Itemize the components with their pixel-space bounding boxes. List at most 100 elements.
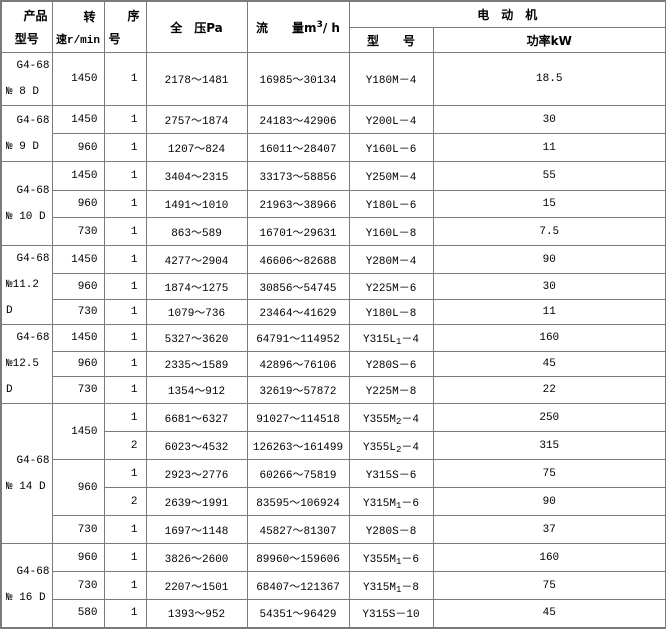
motor-model-main: Y225M xyxy=(365,386,399,398)
model-series: G4-68 xyxy=(16,566,50,579)
motor-model-cell: Y355M1－6 xyxy=(348,543,434,572)
product-model-cell: G4-68 №12.5 D xyxy=(0,324,53,404)
motor-model-cell: Y280M－4 xyxy=(348,244,434,275)
motor-model-tail: －6 xyxy=(398,200,417,212)
motor-model-main: Y200L xyxy=(365,115,399,128)
pressure-cell: 2757～1874 xyxy=(145,105,248,134)
pressure-cell: 863～589 xyxy=(145,217,248,246)
motor-model-tail: －6 xyxy=(401,553,420,566)
motor-model-tail: －4 xyxy=(398,115,417,128)
motor-model-main: Y315L xyxy=(362,334,396,346)
motor-model-main: Y180M xyxy=(365,75,399,87)
table-row: G4-68 № 9 D 1450 1 2757～1874 24183～42906 Y200L… xyxy=(0,105,666,162)
header-motor-power: 功率kW xyxy=(432,27,666,53)
model-number: № 16 D xyxy=(6,592,46,605)
motor-model-cell: Y200L－4 xyxy=(348,105,434,134)
motor-model-cell: Y280S－6 xyxy=(348,351,434,377)
model-number: № 9 D xyxy=(6,140,40,153)
pressure-cell: 1393～952 xyxy=(145,599,248,628)
table-row: G4-68 № 14 D 1450 1 6681～6327 91027～114518 Y35… xyxy=(0,403,666,544)
speed-cell: 1450 xyxy=(51,161,105,191)
motor-model-main: Y355L xyxy=(362,441,396,454)
header-pressure: 全 压Pa xyxy=(145,0,248,53)
flow-cell: 83595～106924 xyxy=(246,487,350,516)
speed-cell: 1450 xyxy=(51,403,105,460)
pressure-cell: 2207～1501 xyxy=(145,571,248,600)
motor-model-sub: 1 xyxy=(396,337,402,347)
flow-cell: 30856～54745 xyxy=(246,273,350,300)
motor-model-main: Y315M xyxy=(362,497,396,510)
motor-model-cell: Y315S－10 xyxy=(348,599,434,628)
pressure-cell: 2178～1481 xyxy=(145,52,248,106)
flow-cell: 33173～58856 xyxy=(246,161,350,191)
model-series: G4-68 xyxy=(16,184,50,197)
seq-cell: 2 xyxy=(103,487,147,516)
motor-model-cell: Y315M1－8 xyxy=(348,571,434,600)
pressure-cell: 2639～1991 xyxy=(145,487,248,516)
speed-cell: 730 xyxy=(51,571,105,600)
speed-cell: 730 xyxy=(51,217,105,246)
motor-power-cell: 22 xyxy=(432,376,666,404)
flow-cell: 89960～159606 xyxy=(246,543,350,572)
flow-cell: 60266～75819 xyxy=(246,459,350,488)
flow-cell: 21963～38966 xyxy=(246,190,350,218)
motor-model-tail: －8 xyxy=(398,307,417,320)
motor-model-tail: －4 xyxy=(398,255,417,268)
seq-cell: 1 xyxy=(103,376,147,404)
speed-cell: 1450 xyxy=(51,105,105,134)
flow-cell: 126263～161499 xyxy=(246,431,350,460)
table-row: 960 1 1207～824 16011～28407 Y160L－6 11 xyxy=(1,133,666,162)
motor-model-cell: Y315M1－6 xyxy=(348,487,434,516)
pressure-cell: 6023～4532 xyxy=(145,431,248,460)
model-series: G4-68 xyxy=(16,114,50,127)
product-model-cell: G4-68 № 8 D xyxy=(0,52,53,106)
motor-model-tail: －4 xyxy=(401,334,420,346)
motor-model-tail: －6 xyxy=(398,360,417,372)
table-row: 730 1 863～589 16701～29631 Y160L－8 7.5 xyxy=(1,217,666,246)
table-row: G4-68 №11.2 D 1450 1 4277～2904 46606～82688 Y28… xyxy=(0,244,666,325)
motor-power-cell: 18.5 xyxy=(432,52,666,106)
motor-model-tail: －6 xyxy=(398,469,417,482)
motor-power-cell: 55 xyxy=(432,161,666,191)
table-row: G4-68 № 10 D 1450 1 3404～2315 33173～58856 Y250… xyxy=(0,161,666,246)
motor-model-cell: Y180L－6 xyxy=(348,190,434,218)
seq-cell: 1 xyxy=(103,105,147,134)
speed-cell: 1450 xyxy=(51,244,105,275)
motor-model-cell: Y225M－8 xyxy=(348,376,434,404)
flow-cell: 16985～30134 xyxy=(246,52,350,106)
speed-cell: 730 xyxy=(51,376,105,404)
table-row: 580 1 1393～952 54351～96429 Y315S－10 45 xyxy=(1,599,666,628)
product-model-cell: G4-68 № 9 D xyxy=(0,105,53,162)
motor-model-sub: 2 xyxy=(396,416,402,427)
motor-model-cell: Y355M2－4 xyxy=(348,403,434,432)
table-row: 2 6023～4532 126263～161499 Y355L2－4 315 xyxy=(1,431,666,460)
product-model-cell: G4-68 № 14 D xyxy=(0,403,53,544)
seq-cell: 1 xyxy=(103,298,147,326)
motor-power-cell: 160 xyxy=(432,543,666,572)
motor-model-tail: －8 xyxy=(401,581,420,594)
seq-cell: 1 xyxy=(103,571,147,600)
pressure-cell: 1491～1010 xyxy=(145,190,248,218)
model-series: G4-68 xyxy=(16,332,50,344)
header-product-model: 产品 型号 xyxy=(0,0,53,53)
motor-power-cell: 15 xyxy=(432,190,666,218)
speed-cell: 960 xyxy=(51,133,105,162)
motor-model-tail: －4 xyxy=(401,413,420,426)
pressure-cell: 1874～1275 xyxy=(145,273,248,300)
pressure-cell: 2923～2776 xyxy=(145,459,248,488)
motor-model-tail: －4 xyxy=(401,441,420,454)
motor-model-tail: －8 xyxy=(398,386,417,398)
table-row: 730 1 1697～1148 45827～81307 Y280S－8 37 xyxy=(1,515,666,544)
flow-cell: 46606～82688 xyxy=(246,244,350,275)
flow-cell: 23464～41629 xyxy=(246,298,350,326)
flow-cell: 68407～121367 xyxy=(246,571,350,600)
motor-model-main: Y315S xyxy=(362,609,396,622)
motor-power-cell: 45 xyxy=(432,599,666,628)
motor-model-tail: －6 xyxy=(398,282,417,295)
motor-model-cell: Y315L1－4 xyxy=(348,324,434,352)
seq-cell: 1 xyxy=(103,515,147,544)
motor-power-cell: 11 xyxy=(432,298,666,326)
seq-cell: 1 xyxy=(103,459,147,488)
pressure-cell: 5327～3620 xyxy=(145,324,248,352)
